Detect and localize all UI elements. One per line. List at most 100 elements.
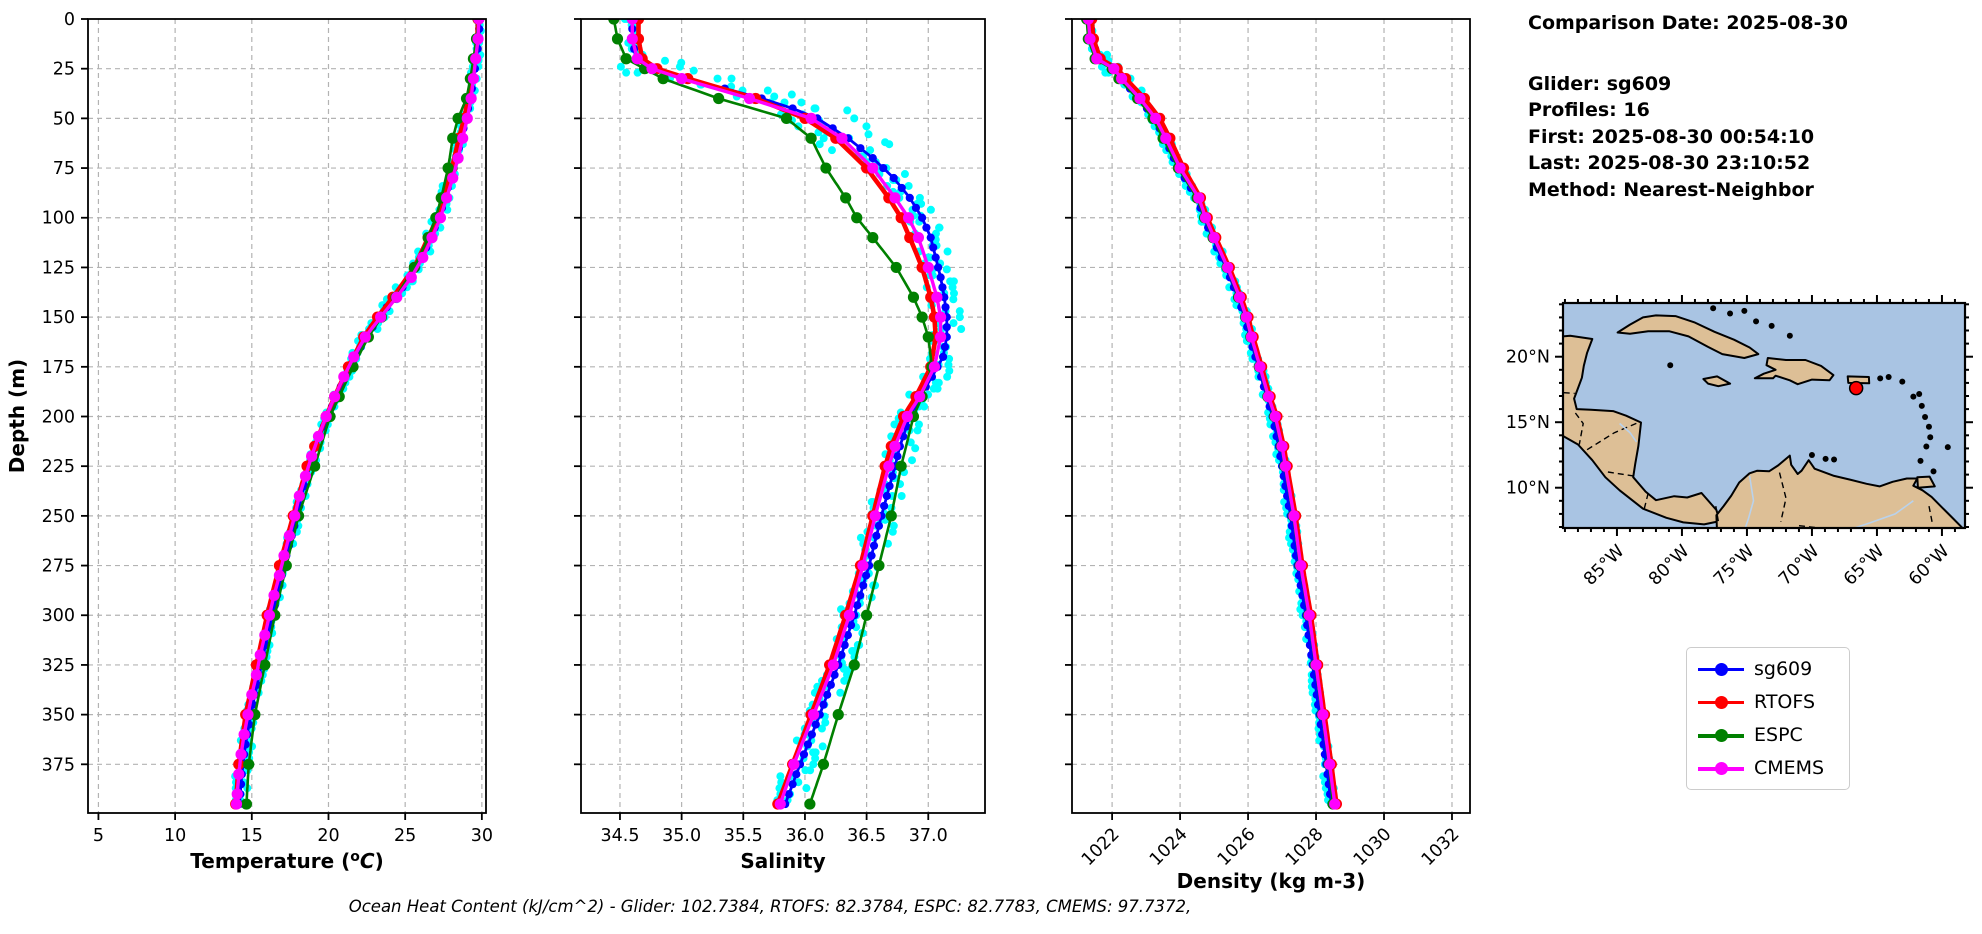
map-landmass bbox=[1616, 314, 1760, 359]
salinity-plot: 34.5 35.0 35.5 36.0 36.5 37.0 Salinity bbox=[574, 18, 986, 873]
x-tick-label: 25 bbox=[394, 826, 416, 846]
map-small-island bbox=[1917, 457, 1924, 464]
x-tick-label: 15 bbox=[241, 826, 263, 846]
series-line-CMEMS bbox=[234, 19, 481, 803]
comparison-date-text: Comparison Date: 2025-08-30 bbox=[1528, 12, 1848, 34]
x-tick-label: 35.5 bbox=[724, 826, 763, 846]
y-tick-label: 100 bbox=[42, 209, 75, 229]
method-text: Method: Nearest-Neighbor bbox=[1528, 178, 1814, 201]
x-tick-label: 30 bbox=[471, 826, 493, 846]
x-tick-label: 1030 bbox=[1350, 824, 1396, 870]
plot-data-layer bbox=[608, 19, 966, 810]
map-landmass bbox=[1702, 375, 1732, 388]
y-tick-label: 150 bbox=[42, 308, 75, 328]
x-tick-label: 20 bbox=[317, 826, 339, 846]
series-line-sg609 bbox=[1088, 19, 1333, 803]
map-small-island bbox=[1899, 378, 1906, 385]
x-tick-label: 1026 bbox=[1214, 824, 1260, 870]
map-lon-label: 60°W bbox=[1905, 541, 1953, 589]
y-tick-label: 0 bbox=[64, 10, 75, 30]
y-tick-label: 50 bbox=[53, 109, 75, 129]
map-small-island bbox=[1808, 451, 1815, 458]
map-lon-label: 75°W bbox=[1710, 541, 1758, 589]
y-tick-label: 75 bbox=[53, 159, 75, 179]
x-axis-label: Salinity bbox=[740, 849, 825, 873]
x-tick-label: 36.0 bbox=[785, 826, 824, 846]
ocean-heat-content-caption: Ocean Heat Content (kJ/cm^2) - Glider: 1… bbox=[348, 897, 1192, 916]
series-line-ESPC bbox=[1085, 19, 1335, 803]
map-lon-label: 65°W bbox=[1840, 541, 1888, 589]
y-tick-label: 375 bbox=[42, 755, 75, 775]
map-small-island bbox=[1927, 434, 1934, 441]
y-axis-label: Depth (m) bbox=[5, 359, 29, 473]
map-small-island bbox=[1918, 402, 1925, 409]
map-small-island bbox=[1727, 310, 1734, 317]
y-tick-label: 325 bbox=[42, 656, 75, 676]
map-lat-label: 10°N bbox=[1506, 479, 1550, 499]
y-tick-label: 300 bbox=[42, 606, 75, 626]
y-tick-label: 225 bbox=[42, 457, 75, 477]
legend-line-marker-icon bbox=[1698, 728, 1744, 743]
y-tick-label: 125 bbox=[42, 258, 75, 278]
location-map: 20°N 15°N 10°N 85°W 80°W 75°W 70°W 65°W 60°W bbox=[1506, 295, 1973, 590]
map-small-island bbox=[1768, 322, 1775, 329]
map-landmass bbox=[1846, 375, 1871, 385]
map-lon-label: 80°W bbox=[1645, 541, 1693, 589]
glider-position-marker bbox=[1848, 380, 1864, 396]
y-tick-label: 200 bbox=[42, 407, 75, 427]
series-line-sg609 bbox=[238, 19, 481, 803]
y-tick-label: 175 bbox=[42, 358, 75, 378]
map-lat-label: 15°N bbox=[1506, 413, 1550, 433]
x-tick-label: 35.0 bbox=[662, 826, 701, 846]
map-lon-label: 85°W bbox=[1580, 541, 1628, 589]
legend-label: RTOFS bbox=[1754, 690, 1816, 713]
y-tick-label: 250 bbox=[42, 507, 75, 527]
map-small-island bbox=[1916, 391, 1923, 398]
legend-line-marker-icon bbox=[1698, 761, 1744, 776]
series-line-RTOFS bbox=[636, 19, 939, 803]
x-tick-label: 10 bbox=[164, 826, 186, 846]
legend-item-espc: ESPC bbox=[1687, 720, 1849, 750]
legend-item-rtofs: RTOFS bbox=[1687, 687, 1849, 717]
density-plot: 1022 1024 1026 1028 1030 1032 Density (kg m-3) bbox=[1065, 18, 1471, 893]
map-small-island bbox=[1930, 468, 1937, 475]
x-axis-label: Temperature (oC) bbox=[190, 849, 383, 873]
legend: sg609 RTOFS ESPC CMEMS bbox=[1686, 647, 1850, 790]
x-tick-label: 37.0 bbox=[909, 826, 948, 846]
series-line-ESPC bbox=[245, 19, 481, 803]
legend-label: CMEMS bbox=[1754, 757, 1825, 780]
x-tick-label: 1022 bbox=[1078, 824, 1124, 870]
map-small-island bbox=[1877, 375, 1884, 382]
legend-line-marker-icon bbox=[1698, 695, 1744, 709]
map-small-island bbox=[1741, 307, 1748, 314]
map-landmass bbox=[1916, 475, 1936, 489]
series-line-RTOFS bbox=[233, 19, 481, 803]
map-small-island bbox=[1910, 393, 1917, 400]
map-lon-label: 70°W bbox=[1775, 541, 1823, 589]
x-tick-label: 5 bbox=[93, 826, 104, 846]
map-landmass bbox=[1753, 357, 1835, 386]
map-small-island bbox=[1822, 455, 1829, 462]
map-small-island bbox=[1923, 443, 1930, 450]
map-small-island bbox=[1922, 413, 1929, 420]
map-small-island bbox=[1831, 456, 1838, 463]
plot-data-layer bbox=[1081, 19, 1343, 810]
profiles-count-text: Profiles: 16 bbox=[1528, 99, 1650, 121]
series-line-RTOFS bbox=[1089, 19, 1339, 803]
map-small-island bbox=[1710, 305, 1717, 312]
map-small-island bbox=[1925, 423, 1932, 430]
temperature-plot: 0 25 50 75 100 125 150 175 200 225 250 275 300 325 350… bbox=[5, 10, 493, 873]
y-tick-label: 350 bbox=[42, 706, 75, 726]
map-small-island bbox=[1885, 374, 1892, 381]
map-lat-label: 20°N bbox=[1506, 348, 1550, 368]
y-tick-label: 25 bbox=[53, 60, 75, 80]
map-small-island bbox=[1786, 332, 1793, 339]
legend-label: ESPC bbox=[1754, 724, 1803, 747]
legend-item-cmems: CMEMS bbox=[1687, 753, 1849, 783]
legend-line-marker-icon bbox=[1698, 662, 1744, 676]
series-line-CMEMS bbox=[630, 19, 943, 803]
map-landmass bbox=[1563, 334, 1721, 526]
glider-name-text: Glider: sg609 bbox=[1528, 72, 1672, 95]
